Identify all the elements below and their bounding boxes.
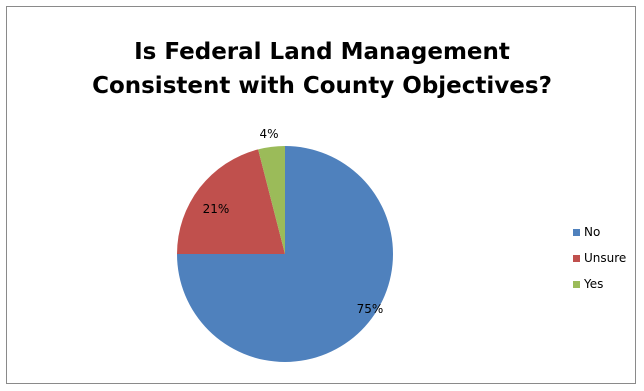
data-label-yes: 4%	[259, 127, 278, 141]
data-label-no: 75%	[357, 302, 384, 316]
pie-chart: 75% 21% 4%	[177, 127, 393, 362]
data-label-unsure: 21%	[203, 202, 230, 216]
legend: No Unsure Yes	[573, 219, 626, 297]
chart-title-line-1: Is Federal Land Management	[134, 39, 510, 65]
legend-swatch-no	[573, 228, 580, 236]
pie-slice-unsure	[177, 149, 285, 254]
pie-slice-yes	[258, 146, 285, 254]
legend-label-no: No	[584, 225, 601, 239]
legend-label-yes: Yes	[584, 277, 604, 291]
legend-item-yes: Yes	[573, 271, 626, 297]
legend-swatch-yes	[573, 280, 580, 288]
chart-title: Is Federal Land Management Consistent wi…	[7, 35, 637, 103]
legend-label-unsure: Unsure	[584, 251, 627, 265]
chart-title-line-2: Consistent with County Objectives?	[92, 73, 552, 99]
chart-area: Is Federal Land Management Consistent wi…	[6, 6, 636, 384]
legend-item-unsure: Unsure	[573, 245, 626, 271]
legend-item-no: No	[573, 219, 626, 245]
legend-swatch-unsure	[573, 254, 580, 262]
